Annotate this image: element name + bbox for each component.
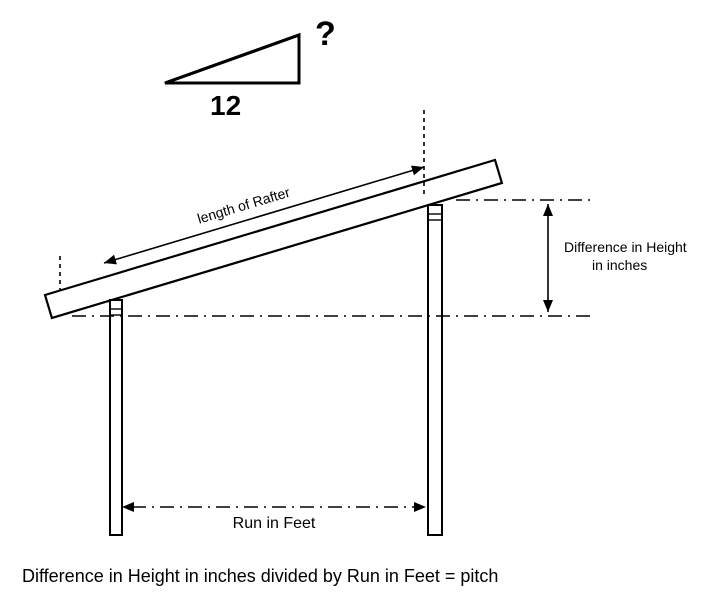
legend-triangle [165,35,299,83]
legend-question-mark: ? [315,15,336,53]
height-diff-label-1: Difference in Height [564,239,687,255]
pitch-diagram: 12? length of Rafter Difference in Height i… [0,0,712,600]
legend-base-label: 12 [210,90,241,121]
rafter-length-label: length of Rafter [195,184,292,227]
run-label: Run in Feet [233,515,316,532]
height-diff-label-2: in inches [592,257,647,273]
formula-text: Difference in Height in inches divided b… [22,566,498,586]
post-left [110,300,122,535]
post-right [428,205,442,535]
